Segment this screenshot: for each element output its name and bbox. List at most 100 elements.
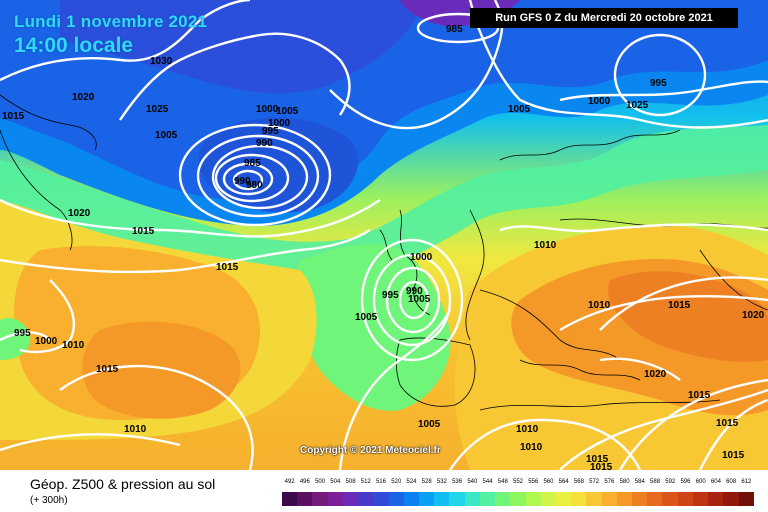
isobar-label: 1000 [35, 336, 58, 347]
legend-swatch [373, 492, 389, 506]
forecast-offset: (+ 300h) [30, 495, 68, 506]
legend-tick-label: 548 [497, 479, 508, 485]
legend-swatch [540, 492, 556, 506]
isobar-label: 1005 [418, 419, 441, 430]
isobar-label: 1020 [644, 369, 667, 380]
isobar-label: 1010 [516, 424, 539, 435]
legend-swatch [632, 492, 648, 506]
legend-tick-label: 512 [360, 479, 371, 485]
legend-tick-label: 504 [330, 479, 341, 485]
legend-tick-label: 576 [604, 479, 615, 485]
legend-tick-label: 532 [436, 479, 447, 485]
legend-swatch [677, 492, 693, 506]
legend-tick-label: 564 [558, 479, 569, 485]
legend-swatch [692, 492, 709, 506]
legend-swatches [282, 492, 754, 506]
legend-tick-label: 568 [573, 479, 584, 485]
legend-tick-label: 572 [589, 479, 600, 485]
legend-tick-label: 588 [650, 479, 661, 485]
legend-swatch [495, 492, 511, 506]
isobar-label: 1015 [688, 390, 711, 401]
legend-tick-label: 496 [299, 479, 310, 485]
forecast-date: Lundi 1 novembre 2021 [14, 12, 208, 31]
isobar-label: 985 [446, 24, 463, 35]
isobar-label: 990 [256, 138, 273, 149]
legend-tick-label: 552 [513, 479, 524, 485]
legend-swatch [342, 492, 359, 506]
legend-swatch [616, 492, 633, 506]
legend-tick-label: 500 [315, 479, 326, 485]
isobar-label: 1010 [520, 442, 543, 453]
legend-swatch [418, 492, 435, 506]
isobar-label: 985 [244, 158, 261, 169]
isobar-label: 995 [262, 126, 279, 137]
legend-tick-label: 560 [543, 479, 554, 485]
isobar-label: 1010 [534, 240, 557, 251]
legend-swatch [723, 492, 739, 506]
isobar-label: 1005 [276, 106, 299, 117]
legend-tick-label: 508 [345, 479, 356, 485]
legend-swatch [449, 492, 465, 506]
isobar-label: 1015 [216, 262, 239, 273]
legend-tick-label: 604 [710, 479, 721, 485]
legend-swatch [297, 492, 313, 506]
isobar-label: 1015 [586, 454, 609, 465]
isobar-label: 1010 [62, 340, 85, 351]
isobar-label: 1015 [132, 226, 155, 237]
legend-swatch [510, 492, 526, 506]
isobar-label: 995 [650, 78, 667, 89]
legend-tick-label: 520 [391, 479, 402, 485]
legend-tick-label: 596 [680, 479, 691, 485]
isobar-label: 1015 [590, 462, 613, 470]
isobar-label: 1015 [716, 418, 739, 429]
isobar-label: 1015 [668, 300, 691, 311]
isobar-label: 1000 [256, 104, 279, 115]
legend-tick-label: 584 [634, 479, 645, 485]
isobar-label: 1005 [355, 312, 378, 323]
isobar-label: 995 [14, 328, 31, 339]
isobar-label: 1000 [410, 252, 433, 263]
legend-swatch [708, 492, 724, 506]
legend-tick-label: 492 [284, 479, 295, 485]
forecast-time: 14:00 locale [14, 34, 134, 57]
map-title: Géop. Z500 & pression au sol [30, 476, 216, 492]
forecast-map: 1030 1020 1025 1015 1005 1000 995 990 98… [0, 0, 768, 470]
isobar-label: 1025 [626, 100, 649, 111]
legend-swatch [525, 492, 541, 506]
legend-swatch [327, 492, 343, 506]
legend-swatch [312, 492, 328, 506]
legend-swatch [358, 492, 374, 506]
isobar-label: 1015 [2, 111, 25, 122]
isobar-label: 1010 [588, 300, 611, 311]
legend-swatch [403, 492, 419, 506]
legend-tick-label: 524 [406, 479, 417, 485]
legend-swatch [571, 492, 587, 506]
isobar-label: 980 [246, 180, 263, 191]
isobar-label: 995 [382, 290, 399, 301]
legend-tick-label: 528 [421, 479, 432, 485]
isobars [0, 0, 768, 470]
legend-tick-labels: 492 496 500 504 508 512 516 520 524 528 532 536 540 5… [282, 479, 754, 491]
isobar-label: 1000 [588, 96, 611, 107]
z500-color-legend: 492 496 500 504 508 512 516 520 524 528 532 536 540 5… [282, 479, 754, 507]
isobar-label: 1005 [408, 294, 431, 305]
legend-swatch [647, 492, 663, 506]
legend-swatch [662, 492, 678, 506]
model-run-banner: Run GFS 0 Z du Mercredi 20 octobre 2021 [470, 8, 738, 28]
legend-tick-label: 516 [375, 479, 386, 485]
legend-tick-label: 612 [741, 479, 752, 485]
isobar-label: 1005 [508, 104, 531, 115]
legend-swatch [601, 492, 617, 506]
legend-swatch [282, 492, 298, 506]
legend-swatch [738, 492, 754, 506]
isobar-label: 1030 [150, 56, 173, 67]
legend-tick-label: 608 [726, 479, 737, 485]
isobar-label: 990 [406, 286, 423, 297]
legend-tick-label: 540 [467, 479, 478, 485]
legend-swatch [388, 492, 404, 506]
legend-swatch [434, 492, 450, 506]
z500-shading [0, 0, 768, 470]
isobar-label: 1000 [268, 118, 291, 129]
isobar-label: 1010 [124, 424, 147, 435]
legend-swatch [464, 492, 480, 506]
